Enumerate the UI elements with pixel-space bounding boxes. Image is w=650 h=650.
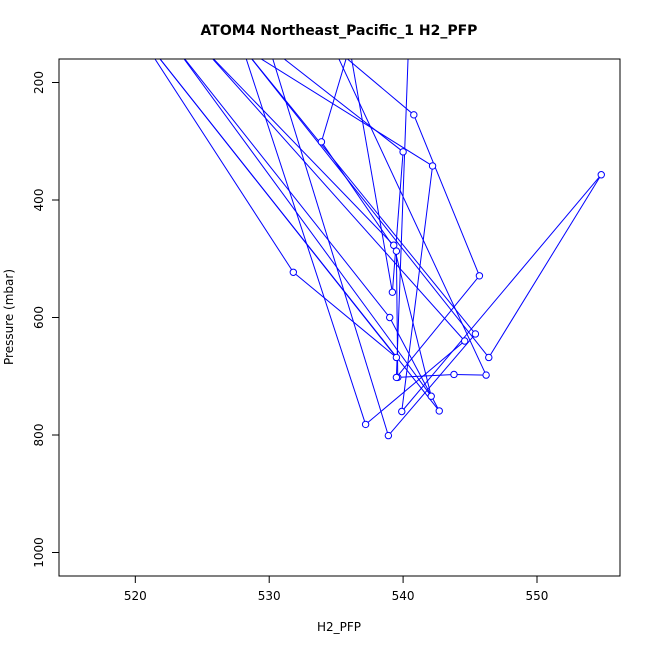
data-point <box>390 241 398 249</box>
data-point <box>435 407 443 415</box>
y-tick-label: 800 <box>32 424 46 447</box>
series-segment <box>272 59 389 436</box>
series-segment <box>338 59 487 376</box>
data-point <box>471 330 480 338</box>
y-axis: 200 400 600 800 1000 <box>32 71 59 568</box>
data-point <box>346 44 352 50</box>
data-point <box>289 268 298 276</box>
data-point <box>384 431 393 440</box>
data-point <box>239 44 245 50</box>
series-segment <box>184 59 391 318</box>
data-point <box>144 44 150 50</box>
data-point <box>152 50 158 56</box>
data-point <box>597 171 605 179</box>
data-point <box>317 138 326 146</box>
data-point <box>427 392 435 400</box>
series-segment <box>488 174 602 358</box>
data-point <box>172 44 178 50</box>
plot-frame <box>58 58 621 577</box>
series-segment <box>321 141 397 252</box>
data-point <box>450 370 458 379</box>
series-segment <box>292 271 397 358</box>
series-segment <box>413 114 480 276</box>
data-point <box>398 407 406 416</box>
data-point <box>199 44 205 50</box>
series-segment <box>351 59 393 293</box>
series-segment <box>391 151 404 293</box>
data-point <box>460 337 469 345</box>
x-tick-label: 550 <box>526 589 549 603</box>
series-segment <box>251 59 490 358</box>
series-segment <box>260 59 433 167</box>
series-points <box>144 44 605 440</box>
series-segment <box>245 59 367 425</box>
data-point <box>392 373 401 382</box>
y-tick-label: 600 <box>32 306 46 329</box>
data-point <box>428 162 437 170</box>
series-segment <box>396 275 480 378</box>
data-point <box>361 420 370 429</box>
series-segment <box>251 59 476 335</box>
data-point <box>386 313 394 322</box>
data-point <box>475 272 484 280</box>
y-tick-label: 1000 <box>32 537 46 568</box>
data-point <box>266 44 272 50</box>
data-point <box>392 353 401 362</box>
data-point <box>482 371 490 379</box>
data-point <box>330 44 336 50</box>
series-segment <box>283 59 404 153</box>
series-lines <box>154 59 602 436</box>
y-axis-label: Pressure (mbar) <box>2 269 16 365</box>
series-segment <box>365 340 466 425</box>
series-segment <box>183 59 432 397</box>
x-tick-label: 530 <box>258 589 281 603</box>
x-axis-label: H2_PFP <box>317 620 361 634</box>
data-point <box>405 44 411 50</box>
series-segment <box>395 59 409 378</box>
series-segment <box>397 373 455 378</box>
series-segment <box>401 165 434 412</box>
data-point <box>485 353 493 362</box>
y-tick-label: 400 <box>32 189 46 212</box>
series-segment <box>453 373 487 376</box>
series-segment <box>346 59 415 116</box>
y-tick-label: 200 <box>32 71 46 94</box>
x-tick-label: 520 <box>124 589 147 603</box>
data-point <box>388 288 397 296</box>
series-segment <box>159 59 440 412</box>
data-point <box>239 44 245 50</box>
data-point <box>410 111 418 119</box>
series-segment <box>154 59 294 273</box>
chart-title: ATOM4 Northeast_Pacific_1 H2_PFP <box>201 23 478 39</box>
series-segment <box>401 174 602 412</box>
series-segment <box>387 333 476 436</box>
series-segment <box>212 59 466 342</box>
series-segment <box>320 59 347 142</box>
data-point <box>392 247 401 255</box>
x-axis: 520 530 540 550 <box>124 576 549 603</box>
data-point <box>399 148 407 156</box>
x-tick-label: 540 <box>392 589 415 603</box>
series-segment <box>212 59 395 246</box>
